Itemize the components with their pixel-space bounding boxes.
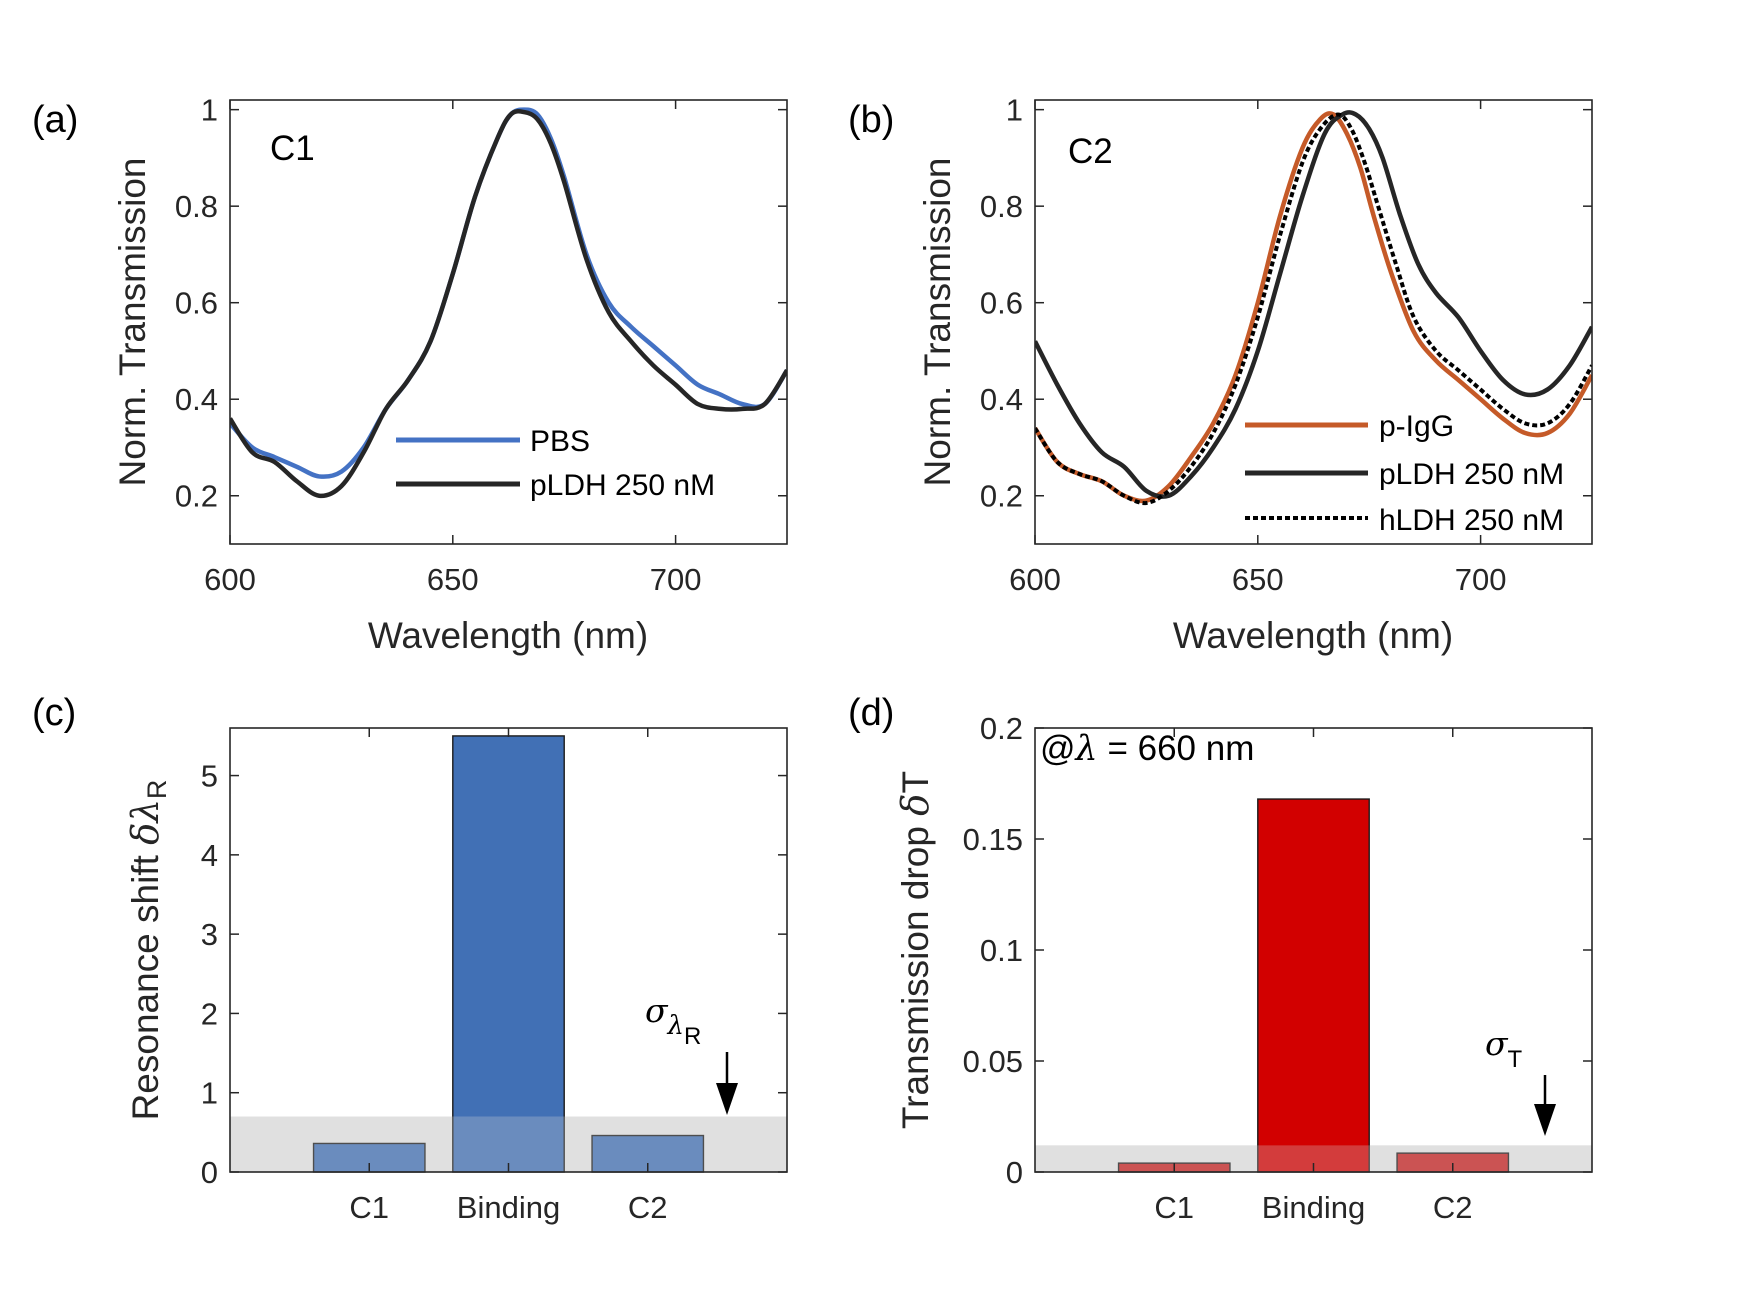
ytick-label: 2 (201, 996, 218, 1031)
panel-b-frame (1034, 99, 1593, 545)
panel-a-xticks: 600 650 700 (204, 100, 701, 597)
panel-d-arrow-icon (1534, 1104, 1556, 1136)
legend-b-pigg-label: p-IgG (1379, 410, 1454, 443)
series-line-1 (1035, 110, 1592, 499)
ytick-label: 1 (1006, 93, 1023, 128)
panel-a-yticks: 0.2 0.4 0.6 0.8 1 (175, 93, 787, 514)
ytick-label: 0.8 (175, 189, 218, 224)
panel-b-xlabel: Wavelength (nm) (1173, 615, 1453, 656)
ytick-label: 0.8 (980, 189, 1023, 224)
panel-d-ylabel: Transmission drop δT (894, 771, 937, 1129)
panel-b: (b) 600 650 700 0.2 0.4 0.6 0.8 1 C2 Wavelengt… (848, 93, 1593, 656)
panel-d: (d) C1 Binding C2 0 0.05 0.1 0.15 0.2 @λ = 660… (848, 692, 1593, 1225)
panel-b-yticks: 0.2 0.4 0.6 0.8 1 (980, 93, 1592, 514)
panel-c-sigma-subsub: R (684, 1023, 701, 1050)
panel-a-xlabel: Wavelength (nm) (368, 615, 648, 656)
panel-b-ylabel: Norm. Transmission (917, 158, 958, 487)
panel-c-yticks: 0 1 2 3 4 5 (201, 759, 787, 1190)
category-label: C2 (1433, 1190, 1473, 1225)
ytick-label: 3 (201, 917, 218, 952)
ytick-label: 0.4 (175, 382, 218, 417)
ytick-label: 0.2 (980, 479, 1023, 514)
panel-d-xticks: C1 Binding C2 (1154, 728, 1473, 1225)
bar-binding (452, 735, 565, 1173)
series-line-1 (230, 109, 787, 499)
series-line-0 (1035, 111, 1592, 504)
panel-b-annotation: C2 (1068, 132, 1113, 171)
xtick-label: 700 (1455, 562, 1507, 597)
panel-b-series (1035, 110, 1592, 506)
xtick-label: 600 (1009, 562, 1061, 597)
panel-c-ylabel: Resonance shift δλR (124, 780, 172, 1121)
legend-a-pldh-label: pLDH 250 nM (530, 469, 715, 502)
panel-b-legend: p-IgG pLDH 250 nM hLDH 250 nM (1245, 410, 1564, 537)
xtick-label: 650 (1232, 562, 1284, 597)
xtick-label: 700 (650, 562, 702, 597)
ytick-label: 0.2 (980, 711, 1023, 746)
panel-d-annotation-symbol: λ (1074, 729, 1098, 769)
category-label: Binding (457, 1190, 560, 1225)
category-label: C1 (349, 1190, 389, 1225)
panel-label-a: (a) (32, 99, 78, 141)
panel-a: (a) 600 650 700 0.2 0.4 0.6 0.8 1 C1 Wavelengt… (32, 93, 788, 656)
ytick-label: 0.1 (980, 933, 1023, 968)
panel-d-ylabel-tail: T (895, 771, 936, 794)
ytick-label: 0 (201, 1155, 218, 1190)
ytick-label: 5 (201, 759, 218, 794)
legend-b-pldh-label: pLDH 250 nM (1379, 458, 1564, 491)
panel-c-bars (230, 735, 787, 1173)
panel-d-annotation-value: = 660 nm (1098, 729, 1255, 768)
ytick-label: 1 (201, 1076, 218, 1111)
xtick-label: 650 (427, 562, 479, 597)
category-label: C1 (1154, 1190, 1194, 1225)
xtick-label: 600 (204, 562, 256, 597)
ytick-label: 0.4 (980, 382, 1023, 417)
ytick-label: 0 (1006, 1155, 1023, 1190)
panel-c-noise-marker: σλR (645, 991, 738, 1115)
panel-c-sigma-sub: λ (667, 1011, 684, 1041)
panel-d-sigma: σT (1485, 1024, 1523, 1073)
panel-c-sigma: σλR (645, 991, 701, 1050)
panel-label-d: (d) (848, 692, 894, 734)
panel-c-sigma-symbol: σ (645, 991, 669, 1030)
panel-b-xticks: 600 650 700 (1009, 100, 1506, 597)
noise-band-overlay (230, 1116, 787, 1172)
ytick-label: 1 (201, 93, 218, 128)
legend-b-hldh-label: hLDH 250 nM (1379, 504, 1564, 537)
panel-c-ylabel-sub: R (142, 780, 172, 800)
panel-a-annotation: C1 (270, 129, 315, 168)
panel-c-arrow-icon (716, 1083, 738, 1115)
series-line-2 (1035, 112, 1592, 506)
panel-d-noise-marker: σT (1485, 1024, 1556, 1136)
panel-d-ylabel-symbol: δ (894, 794, 937, 816)
panel-label-c: (c) (32, 692, 76, 734)
panel-c-ylabel-symbol: δλ (124, 799, 167, 845)
legend-a-pbs-label: PBS (530, 425, 590, 458)
panel-d-annotation-prefix: @ (1040, 729, 1076, 768)
panel-a-series (230, 107, 787, 499)
category-label: Binding (1262, 1190, 1365, 1225)
panel-d-yticks: 0 0.05 0.1 0.15 0.2 (963, 711, 1592, 1190)
ytick-label: 0.15 (963, 822, 1023, 857)
ytick-label: 0.6 (175, 286, 218, 321)
ytick-label: 0.05 (963, 1044, 1023, 1079)
ytick-label: 0.6 (980, 286, 1023, 321)
panel-c-ylabel-text: Resonance shift (125, 845, 166, 1121)
panel-d-sigma-sub: T (1508, 1046, 1523, 1073)
panel-a-frame (229, 99, 788, 545)
panel-label-b: (b) (848, 99, 894, 141)
panel-d-annotation: @λ = 660 nm (1040, 729, 1254, 769)
panel-c: (c) C1 Binding C2 0 1 2 3 4 5 Resonance shift δ… (32, 692, 788, 1225)
category-label: C2 (628, 1190, 668, 1225)
panel-d-ylabel-text: Transmission drop (895, 816, 936, 1129)
panel-d-sigma-symbol: σ (1485, 1024, 1509, 1063)
panel-c-xticks: C1 Binding C2 (349, 728, 668, 1225)
bar-binding (1257, 798, 1370, 1173)
ytick-label: 4 (201, 838, 218, 873)
panel-a-legend: PBS pLDH 250 nM (396, 425, 715, 502)
ytick-label: 0.2 (175, 479, 218, 514)
panel-d-bars (1035, 798, 1592, 1173)
panel-a-ylabel: Norm. Transmission (112, 158, 153, 487)
